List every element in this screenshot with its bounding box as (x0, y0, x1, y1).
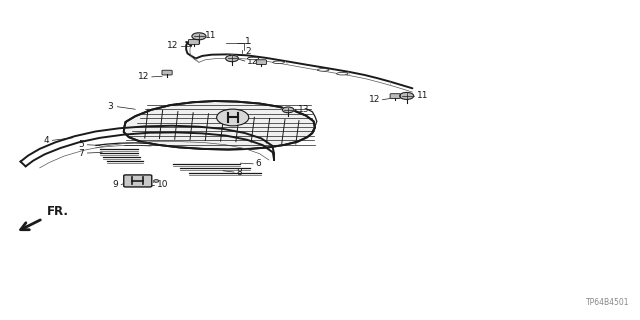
Text: 7: 7 (79, 148, 84, 157)
Ellipse shape (247, 57, 259, 60)
Text: 5: 5 (79, 140, 84, 149)
Ellipse shape (317, 69, 329, 71)
Text: 8: 8 (236, 168, 242, 177)
FancyBboxPatch shape (390, 94, 400, 99)
Text: 1: 1 (246, 37, 251, 46)
Ellipse shape (273, 61, 284, 64)
Text: 4: 4 (44, 136, 49, 145)
Text: 12: 12 (138, 72, 149, 81)
Circle shape (399, 92, 413, 100)
Text: 2: 2 (246, 47, 251, 56)
FancyBboxPatch shape (162, 70, 172, 75)
Text: 12: 12 (369, 95, 380, 104)
Text: 11: 11 (417, 92, 428, 100)
Text: FR.: FR. (47, 205, 69, 218)
Text: 13: 13 (298, 105, 310, 114)
Text: 11: 11 (205, 31, 217, 40)
Circle shape (226, 55, 239, 62)
Text: 12: 12 (247, 57, 259, 66)
Text: 12: 12 (167, 41, 179, 50)
Text: 9: 9 (112, 180, 118, 189)
Text: 10: 10 (157, 180, 168, 189)
FancyBboxPatch shape (256, 60, 266, 65)
Polygon shape (124, 101, 315, 149)
Circle shape (154, 180, 159, 182)
Ellipse shape (337, 72, 348, 75)
Ellipse shape (217, 109, 249, 126)
FancyBboxPatch shape (188, 39, 199, 44)
Text: 3: 3 (107, 102, 113, 111)
Circle shape (192, 33, 206, 40)
Text: 6: 6 (255, 159, 260, 168)
Text: TP64B4501: TP64B4501 (586, 298, 629, 307)
FancyBboxPatch shape (124, 175, 152, 187)
Circle shape (282, 107, 294, 113)
